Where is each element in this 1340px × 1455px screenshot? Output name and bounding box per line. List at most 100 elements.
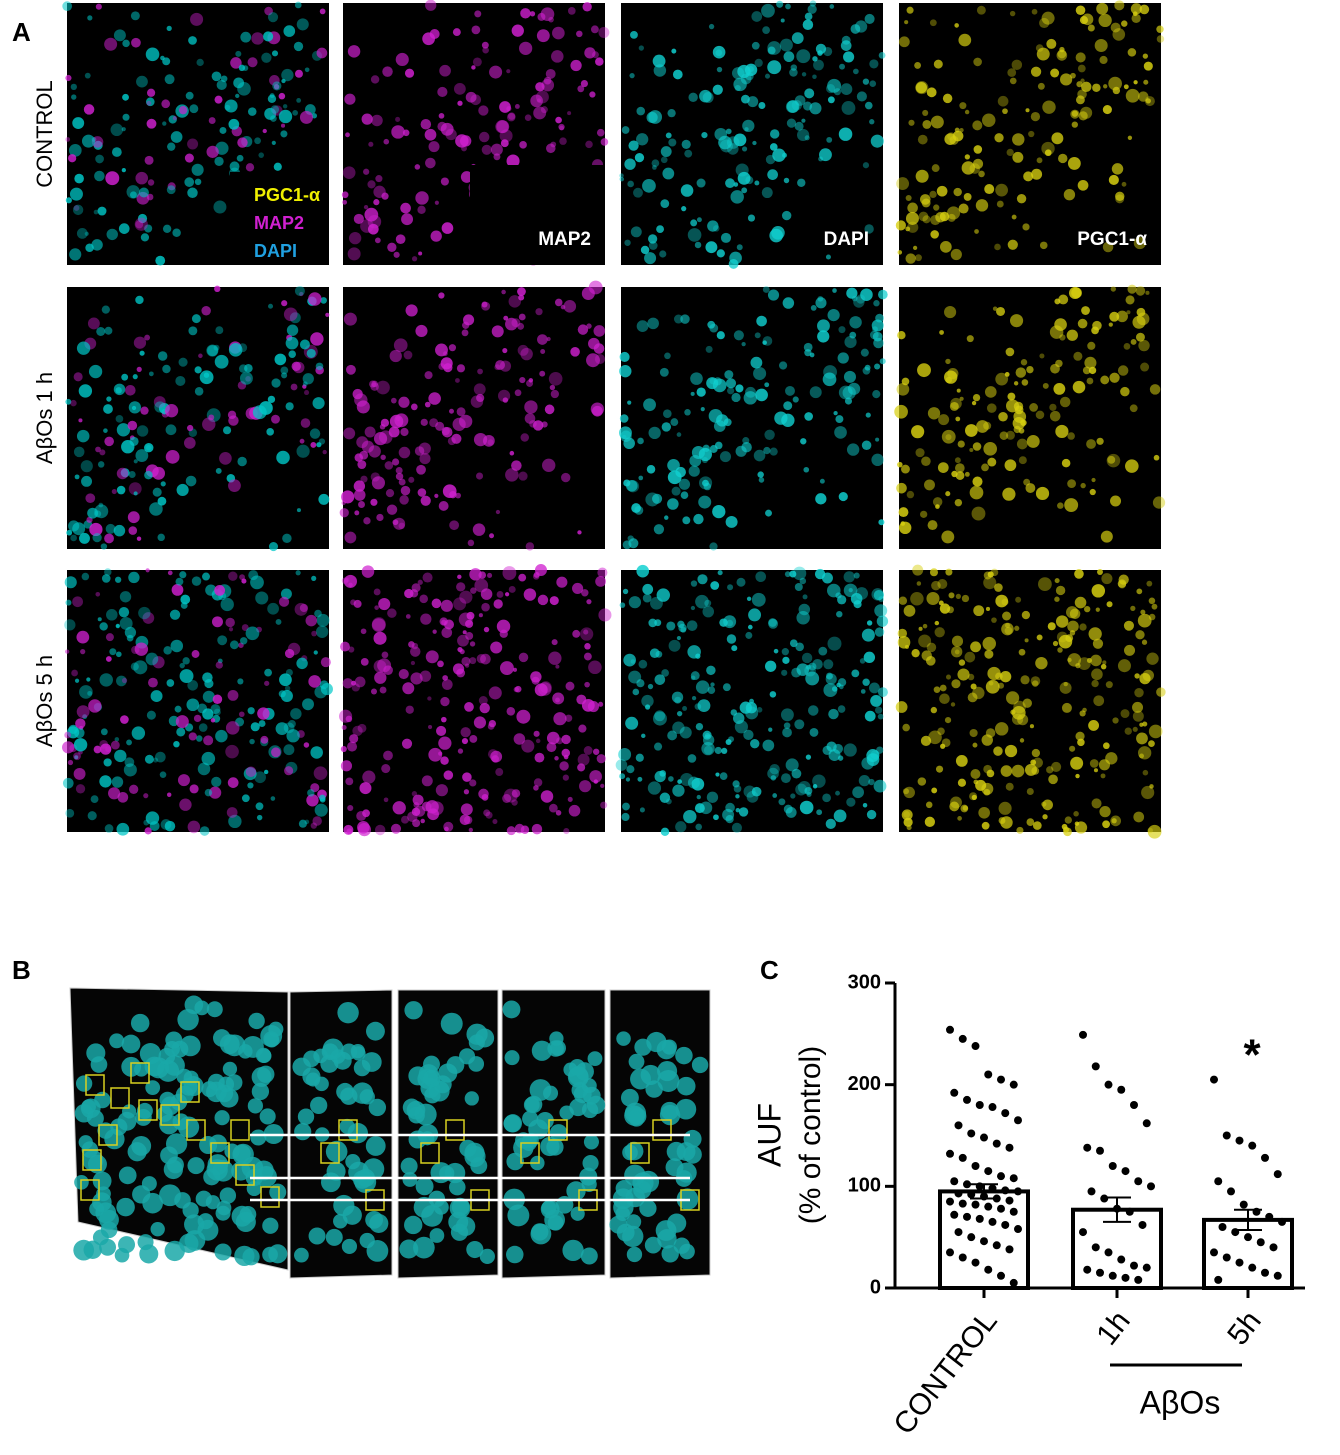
cell	[371, 618, 386, 633]
cell	[376, 513, 384, 522]
cell	[294, 69, 303, 78]
cell	[535, 738, 541, 744]
cell	[553, 712, 567, 726]
cell	[476, 393, 485, 403]
nucleus	[502, 1000, 521, 1019]
cell	[1086, 439, 1096, 449]
cell	[654, 770, 666, 783]
cell	[422, 32, 435, 46]
cell	[705, 241, 718, 254]
cell	[1035, 656, 1048, 670]
cell	[518, 573, 527, 582]
cell	[191, 576, 202, 586]
cell	[971, 506, 986, 521]
cell	[119, 591, 132, 603]
roi	[420, 1142, 440, 1164]
cell	[661, 422, 672, 432]
cell	[837, 595, 847, 605]
cell	[104, 824, 114, 833]
cell	[419, 670, 432, 682]
cell	[572, 629, 581, 638]
cell	[146, 100, 152, 106]
cell	[383, 750, 393, 761]
cell	[245, 766, 257, 777]
nucleus	[451, 1198, 470, 1217]
cell	[953, 187, 962, 197]
cell	[281, 68, 294, 82]
cell	[128, 526, 138, 535]
cell	[356, 436, 369, 449]
cell	[179, 798, 192, 811]
cell	[219, 452, 232, 465]
cell	[906, 6, 914, 14]
cell	[879, 358, 886, 365]
cell	[696, 387, 706, 397]
nucleus	[269, 1183, 287, 1201]
cell	[115, 415, 124, 423]
cell	[291, 361, 301, 372]
cell	[72, 522, 86, 536]
cell	[312, 816, 322, 826]
cell	[363, 168, 370, 175]
data-point	[1239, 1200, 1248, 1209]
cell	[719, 451, 732, 463]
cell	[1120, 709, 1130, 719]
cell	[374, 605, 379, 610]
cell	[1054, 578, 1060, 584]
cell	[999, 670, 1012, 683]
cell	[166, 679, 175, 687]
cell	[733, 712, 745, 724]
cell	[1094, 38, 1108, 52]
cell	[939, 240, 952, 253]
cell	[905, 253, 916, 264]
cell	[838, 491, 848, 502]
roi	[520, 1142, 540, 1164]
cell	[509, 450, 515, 456]
cell	[865, 412, 871, 418]
cell	[946, 606, 954, 614]
cell	[769, 143, 778, 151]
cell	[133, 459, 138, 464]
cell	[262, 128, 267, 134]
data-point	[946, 1197, 954, 1206]
cell	[756, 315, 767, 327]
cell	[747, 214, 756, 222]
roi	[186, 1119, 206, 1141]
cell	[764, 73, 771, 79]
cell	[958, 33, 972, 47]
cell	[211, 616, 223, 628]
cell	[648, 241, 658, 250]
cell	[1042, 799, 1053, 811]
cell	[1030, 111, 1041, 122]
cell	[750, 356, 763, 369]
cell	[993, 746, 1003, 756]
cell	[998, 411, 1008, 422]
cell	[1132, 710, 1144, 722]
row-label: AβOs 5 h	[32, 655, 57, 747]
cell	[778, 798, 786, 806]
cell	[306, 348, 316, 358]
cell	[157, 496, 167, 506]
nucleus	[361, 1052, 382, 1072]
cell	[419, 594, 428, 604]
data-point	[1079, 1228, 1087, 1237]
cell	[1022, 223, 1030, 231]
cell	[1036, 634, 1043, 641]
data-point	[1005, 1143, 1014, 1152]
cell	[725, 515, 738, 528]
cell	[441, 716, 447, 723]
cell	[589, 91, 596, 98]
cell	[1007, 239, 1018, 250]
cell	[62, 1, 73, 12]
cell	[415, 324, 428, 338]
cell	[690, 372, 703, 385]
cell	[672, 721, 685, 734]
cell	[708, 23, 715, 30]
cell	[928, 730, 942, 745]
cell	[473, 383, 486, 396]
nucleus	[366, 1021, 385, 1041]
cell	[665, 798, 672, 805]
cell	[145, 568, 150, 573]
cell	[920, 510, 928, 518]
nucleus	[630, 1068, 651, 1090]
